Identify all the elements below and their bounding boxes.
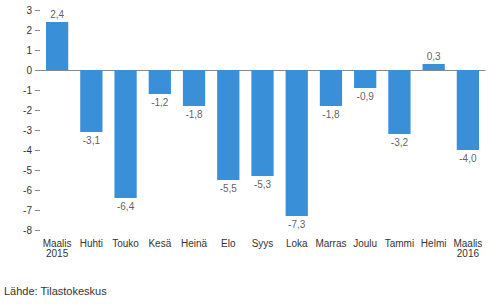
svg-text:2016: 2016 xyxy=(457,248,480,259)
svg-text:Helmi: Helmi xyxy=(421,238,447,249)
svg-text:Maalis: Maalis xyxy=(42,237,72,249)
svg-text:-8: -8 xyxy=(23,225,32,236)
svg-text:-7,3: -7,3 xyxy=(288,219,306,230)
svg-text:0,3: 0,3 xyxy=(427,51,441,62)
svg-text:-6: -6 xyxy=(23,185,32,196)
svg-text:-5,3: -5,3 xyxy=(254,179,272,190)
svg-text:Lähde: Tilastokeskus: Lähde: Tilastokeskus xyxy=(4,285,107,297)
svg-text:Marras: Marras xyxy=(315,238,346,249)
svg-text:2: 2 xyxy=(26,25,32,36)
svg-text:-3: -3 xyxy=(23,125,32,136)
svg-text:-0,9: -0,9 xyxy=(357,91,375,102)
svg-text:-1: -1 xyxy=(23,85,32,96)
svg-text:-1,2: -1,2 xyxy=(151,97,169,108)
svg-text:Loka: Loka xyxy=(286,238,308,249)
svg-text:Touko: Touko xyxy=(112,238,139,249)
svg-text:Joulu: Joulu xyxy=(353,238,377,249)
svg-text:-1,8: -1,8 xyxy=(185,109,203,120)
svg-text:0: 0 xyxy=(26,65,32,76)
svg-text:-3,2: -3,2 xyxy=(391,137,409,148)
svg-text:Tammi: Tammi xyxy=(385,238,414,249)
svg-text:-5,5: -5,5 xyxy=(220,183,238,194)
svg-text:-6,4: -6,4 xyxy=(117,201,135,212)
svg-text:-1,8: -1,8 xyxy=(322,109,340,120)
svg-text:Heinä: Heinä xyxy=(181,238,208,249)
svg-text:1: 1 xyxy=(26,45,32,56)
svg-text:Syys: Syys xyxy=(252,238,274,249)
svg-text:-2: -2 xyxy=(23,105,32,116)
svg-text:2,4: 2,4 xyxy=(50,9,64,20)
svg-text:3: 3 xyxy=(26,5,32,16)
svg-text:Maalis: Maalis xyxy=(453,237,483,249)
svg-text:Elo: Elo xyxy=(221,238,236,249)
svg-text:Kesä: Kesä xyxy=(148,238,171,249)
svg-text:-5: -5 xyxy=(23,165,32,176)
svg-text:Huhti: Huhti xyxy=(80,238,103,249)
svg-text:-3,1: -3,1 xyxy=(83,135,101,146)
svg-text:-4,0: -4,0 xyxy=(459,153,477,164)
svg-text:2015: 2015 xyxy=(46,248,69,259)
svg-text:-4: -4 xyxy=(23,145,32,156)
svg-text:-7: -7 xyxy=(23,205,32,216)
